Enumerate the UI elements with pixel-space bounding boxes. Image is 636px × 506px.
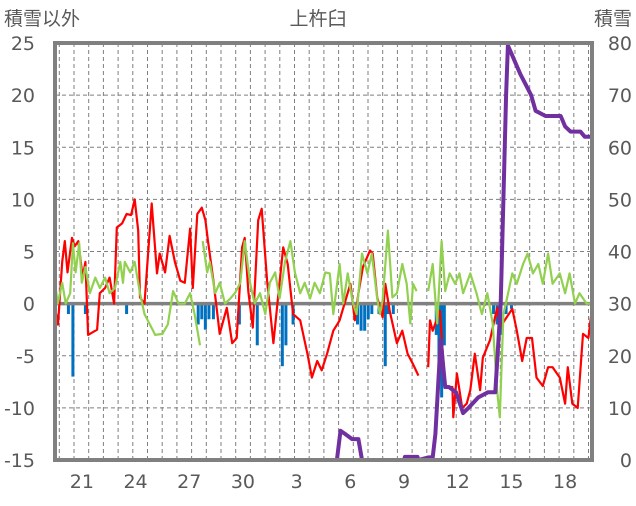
bar-blue	[383, 303, 387, 367]
left-tick-label: -10	[4, 398, 35, 420]
right-tick-label: 80	[608, 33, 632, 55]
x-tick-label: 9	[398, 471, 410, 493]
left-tick-label: 5	[23, 242, 35, 264]
bar-blue	[280, 303, 284, 367]
left-tick-label: 10	[11, 189, 35, 211]
left-tick-label: 0	[23, 294, 35, 316]
left-tick-label: -15	[4, 450, 35, 472]
bar-blue	[386, 303, 390, 315]
bar-blue	[391, 303, 395, 315]
x-tick-label: 24	[123, 471, 147, 493]
bar-blue	[255, 303, 259, 346]
bar-blue	[442, 303, 446, 346]
x-tick-label: 6	[344, 471, 356, 493]
left-axis-label: 積雪以外	[4, 8, 80, 30]
bar-blue	[71, 303, 75, 377]
right-axis-label: 積雪	[594, 8, 632, 30]
bar-blue	[66, 303, 70, 315]
x-tick-label: 30	[231, 471, 255, 493]
bar-blue	[211, 303, 215, 320]
right-tick-label: 60	[608, 137, 632, 159]
gridlines	[55, 43, 592, 460]
bar-blue	[437, 303, 441, 367]
bar-blue	[237, 303, 241, 325]
series-line-red	[427, 306, 594, 419]
bar-blue	[492, 303, 496, 315]
right-tick-label: 20	[608, 346, 632, 368]
chart-title: 上杵臼	[289, 8, 346, 30]
bar-blue	[370, 303, 374, 315]
x-tick-label: 21	[70, 471, 94, 493]
bar-blue	[196, 303, 200, 325]
left-tick-label: 20	[11, 85, 35, 107]
x-axis-ticks: 21 24 27 30 3 6 9 12 15 18	[70, 471, 577, 493]
series-line-green	[53, 242, 202, 346]
series-line-green	[427, 240, 592, 419]
right-axis-ticks: 80 70 60 50 40 30 20 10 0	[608, 33, 632, 472]
bar-blue	[366, 303, 370, 320]
right-tick-label: 50	[608, 189, 632, 211]
x-tick-label: 18	[553, 471, 577, 493]
left-tick-label: 25	[11, 33, 35, 55]
plot-frame	[53, 41, 594, 462]
series-line-green	[201, 229, 418, 325]
bar-blue	[284, 303, 288, 346]
right-tick-label: 40	[608, 242, 632, 264]
right-tick-label: 30	[608, 294, 632, 316]
bar-blue	[509, 303, 513, 309]
bar-blue	[125, 303, 129, 315]
x-tick-label: 15	[499, 471, 523, 493]
right-tick-label: 70	[608, 85, 632, 107]
bar-blue	[363, 303, 367, 331]
bar-blue	[203, 303, 207, 330]
left-axis-ticks: 25 20 15 10 5 0 -5 -10 -15	[4, 33, 35, 472]
right-tick-label: 0	[620, 450, 632, 472]
bar-blue	[359, 303, 363, 331]
bar-blue	[504, 303, 508, 315]
bar-blue	[200, 303, 204, 320]
x-tick-label: 27	[177, 471, 201, 493]
x-tick-label: 3	[291, 471, 303, 493]
left-tick-label: -5	[16, 346, 35, 368]
bar-blue	[83, 303, 87, 315]
bar-blue	[207, 303, 211, 320]
right-tick-label: 10	[608, 398, 632, 420]
series-line-red	[53, 198, 420, 379]
x-tick-label: 12	[446, 471, 470, 493]
left-tick-label: 15	[11, 137, 35, 159]
